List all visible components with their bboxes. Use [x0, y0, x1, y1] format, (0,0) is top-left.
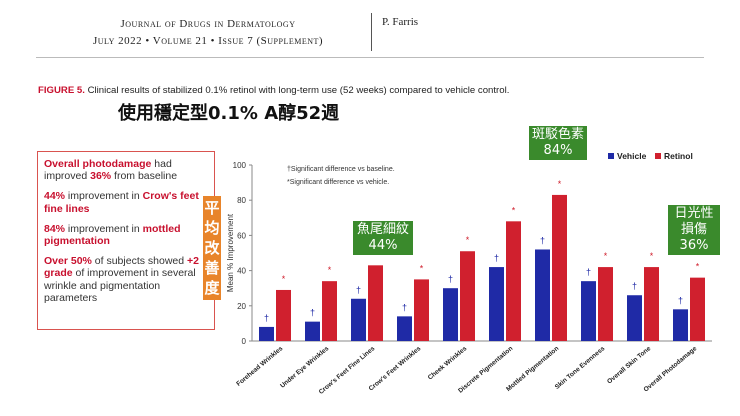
y-tick-label: 40 [237, 267, 246, 276]
significance-marker: † [586, 267, 591, 277]
significance-marker: * [466, 235, 470, 245]
bar-vehicle [259, 326, 274, 341]
y-tick-label: 80 [237, 196, 246, 205]
significance-marker: * [328, 265, 332, 275]
significance-marker: * [558, 179, 562, 189]
crows-feet-annotation: 魚尾細紋44% [353, 221, 413, 255]
legend-swatch-retinol [655, 153, 661, 159]
summary-item: 84% improvement in mottled pigmentation [44, 222, 181, 248]
bar-retinol [368, 265, 383, 341]
significance-marker: * [282, 274, 286, 284]
y-tick-label: 20 [237, 302, 246, 311]
x-tick-label: Overall Photodamage [643, 345, 699, 394]
photodamage-annotation: 日光性損傷36% [668, 205, 720, 255]
bar-vehicle [489, 267, 504, 341]
bar-retinol [322, 281, 337, 341]
x-tick-label: Mottled Pigmentation [505, 345, 560, 393]
figure-label: FIGURE 5. [38, 85, 85, 96]
y-tick-label: 100 [233, 161, 247, 170]
journal-issue: July 2022 • Volume 21 • Issue 7 (Supplem… [92, 35, 324, 47]
significance-marker: † [310, 308, 315, 318]
header-rule [36, 57, 704, 58]
significance-marker: † [540, 235, 545, 245]
chinese-subtitle: 使用穩定型0.1% A醇52週 [118, 103, 340, 124]
journal-name: Journal of Drugs in Dermatology [120, 18, 296, 30]
note-vehicle: *Significant difference vs vehicle. [287, 179, 389, 186]
significance-marker: * [604, 251, 608, 261]
summary-item: Over 50% of subjects showed +2 grade of … [44, 255, 199, 304]
bar-vehicle [443, 288, 458, 341]
significance-marker: † [494, 253, 499, 263]
bar-retinol [690, 277, 705, 341]
summary-item: Overall photodamage had improved 36% fro… [44, 158, 178, 183]
summary-box: Overall photodamage had improved 36% fro… [37, 151, 215, 330]
bar-retinol [414, 279, 429, 341]
figure-caption: FIGURE 5. Clinical results of stabilized… [38, 85, 509, 96]
significance-marker: † [402, 302, 407, 312]
header-divider [371, 13, 372, 51]
legend-swatch-vehicle [608, 153, 614, 159]
bar-retinol [598, 267, 613, 341]
avg-improvement-annotation: 平均改善度 [203, 196, 221, 300]
bar-vehicle [305, 321, 320, 341]
bar-retinol [506, 221, 521, 341]
y-tick-label: 60 [237, 231, 246, 240]
x-tick-label: Under Eye Wrinkles [279, 345, 330, 390]
significance-marker: † [448, 274, 453, 284]
significance-marker: * [512, 205, 516, 215]
bar-retinol [644, 267, 659, 341]
bar-vehicle [535, 249, 550, 341]
legend-label-vehicle: Vehicle [617, 151, 647, 161]
significance-marker: * [696, 262, 700, 272]
note-baseline: †Significant difference vs baseline. [287, 166, 395, 173]
significance-marker: † [264, 313, 269, 323]
bar-retinol [460, 251, 475, 341]
legend-label-retinol: Retinol [664, 151, 693, 161]
y-axis-label: Mean % Improvement [226, 213, 235, 292]
bar-vehicle [627, 295, 642, 341]
author-name: P. Farris [382, 16, 419, 28]
x-tick-label: Overall Skin Tone [606, 345, 652, 386]
bar-vehicle [581, 281, 596, 341]
bar-vehicle [673, 309, 688, 341]
x-tick-label: Cheek Wrinkles [427, 345, 469, 382]
significance-marker: * [420, 263, 424, 273]
x-tick-label: Crow's Feet Wrinkles [368, 345, 423, 393]
x-tick-label: Discrete Pigmentation [457, 345, 514, 394]
x-tick-label: Crow's Feet Fine Lines [318, 345, 377, 396]
significance-marker: * [650, 251, 654, 261]
mottled-annotation: 斑駁色素84% [529, 126, 587, 160]
significance-marker: † [678, 295, 683, 305]
x-tick-label: Skin Tone Evenness [554, 345, 607, 391]
bar-vehicle [351, 298, 366, 341]
bar-retinol [552, 194, 567, 341]
significance-marker: † [356, 285, 361, 295]
x-tick-label: Forehead Wrinkles [235, 345, 284, 388]
significance-marker: † [632, 281, 637, 291]
bar-retinol [276, 289, 291, 341]
journal-header: Journal of Drugs in Dermatology July 202… [38, 16, 378, 50]
summary-item: 44% improvement in Crow's feet fine line… [44, 190, 199, 215]
y-tick-label: 0 [242, 337, 247, 346]
figure-caption-text: Clinical results of stabilized 0.1% reti… [87, 85, 510, 96]
bar-vehicle [397, 316, 412, 341]
